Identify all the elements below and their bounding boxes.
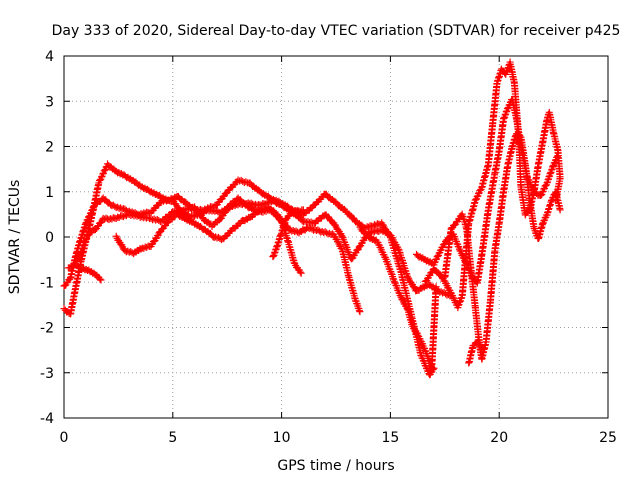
series-track-a xyxy=(60,160,438,379)
data-point-marker xyxy=(99,170,107,178)
series-track-h xyxy=(413,96,562,287)
y-tick-label: -1 xyxy=(40,275,54,291)
data-point-marker xyxy=(516,132,524,140)
data-point-marker xyxy=(551,190,559,198)
data-point-marker xyxy=(73,254,81,262)
data-point-marker xyxy=(96,275,104,283)
data-point-marker xyxy=(414,331,422,339)
y-tick-label: -4 xyxy=(40,411,54,427)
data-point-marker xyxy=(86,209,94,217)
data-point-marker xyxy=(83,216,91,224)
series-track-j xyxy=(441,130,564,363)
data-point-marker xyxy=(144,214,152,222)
data-point-marker xyxy=(471,196,479,204)
y-tick-label: 0 xyxy=(45,230,54,246)
y-tick-label: 4 xyxy=(45,49,54,65)
series-track-f xyxy=(269,206,307,261)
data-point-marker xyxy=(431,259,439,267)
series-track-e xyxy=(112,203,305,277)
x-tick-label: 25 xyxy=(599,430,617,446)
data-point-marker xyxy=(394,245,402,253)
data-point-marker xyxy=(100,167,108,175)
data-point-marker xyxy=(95,177,103,185)
x-tick-label: 20 xyxy=(490,430,508,446)
series-track-d xyxy=(73,262,105,284)
data-point-marker xyxy=(403,304,411,312)
data-point-marker xyxy=(473,192,481,200)
chart-title: Day 333 of 2020, Sidereal Day-to-day VTE… xyxy=(52,23,621,39)
data-point-marker xyxy=(307,218,315,226)
data-point-marker xyxy=(288,209,296,217)
series-track-g xyxy=(356,223,440,372)
data-point-marker xyxy=(184,206,192,214)
data-point-marker xyxy=(299,206,307,214)
data-point-marker xyxy=(432,283,440,291)
y-tick-label: -2 xyxy=(40,321,54,337)
data-point-marker xyxy=(84,213,92,221)
y-axis-label: SDTVAR / TECUs xyxy=(7,180,23,295)
y-tick-label: 1 xyxy=(45,185,54,201)
data-point-marker xyxy=(539,188,547,196)
data-point-marker xyxy=(242,178,250,186)
data-point-marker xyxy=(356,308,364,316)
data-point-marker xyxy=(296,207,304,215)
data-point-marker xyxy=(478,346,486,354)
data-point-marker xyxy=(537,192,545,200)
data-point-marker xyxy=(537,191,545,199)
series-track-k xyxy=(465,338,486,367)
data-point-marker xyxy=(155,217,163,225)
data-point-marker xyxy=(101,166,109,174)
series-track-c xyxy=(64,194,364,316)
data-point-marker xyxy=(88,206,96,214)
data-point-marker xyxy=(475,190,483,198)
data-point-marker xyxy=(477,345,485,353)
data-point-marker xyxy=(556,206,564,214)
data-point-marker xyxy=(91,226,99,234)
data-point-marker xyxy=(432,256,440,264)
data-point-marker xyxy=(96,176,104,184)
data-point-marker xyxy=(75,251,83,259)
data-point-marker xyxy=(355,243,363,251)
x-tick-label: 5 xyxy=(168,430,177,446)
series-track-i xyxy=(421,58,564,312)
data-point-marker xyxy=(434,252,442,260)
data-point-marker xyxy=(82,219,90,227)
data-point-marker xyxy=(97,276,105,284)
y-tick-label: 2 xyxy=(45,140,54,156)
data-point-marker xyxy=(72,257,80,265)
data-point-marker xyxy=(540,185,548,193)
y-tick-label: 3 xyxy=(45,94,54,110)
data-point-marker xyxy=(472,195,480,203)
x-tick-label: 15 xyxy=(381,430,399,446)
data-point-marker xyxy=(433,253,441,261)
data-point-marker xyxy=(89,203,97,211)
y-tick-label: -3 xyxy=(40,366,54,382)
data-points xyxy=(60,58,564,379)
x-tick-label: 10 xyxy=(273,430,291,446)
axis-ticks: 0 5 10 15 20 25 -4 -3 -2 -1 0 1 2 3 4 xyxy=(40,49,617,446)
data-point-marker xyxy=(97,173,105,181)
x-axis-label: GPS time / hours xyxy=(277,458,394,474)
data-point-marker xyxy=(296,268,304,276)
data-point-marker xyxy=(85,212,93,220)
x-tick-label: 0 xyxy=(60,430,69,446)
data-point-marker xyxy=(297,269,305,277)
data-point-marker xyxy=(164,196,172,204)
data-point-marker xyxy=(553,153,561,161)
